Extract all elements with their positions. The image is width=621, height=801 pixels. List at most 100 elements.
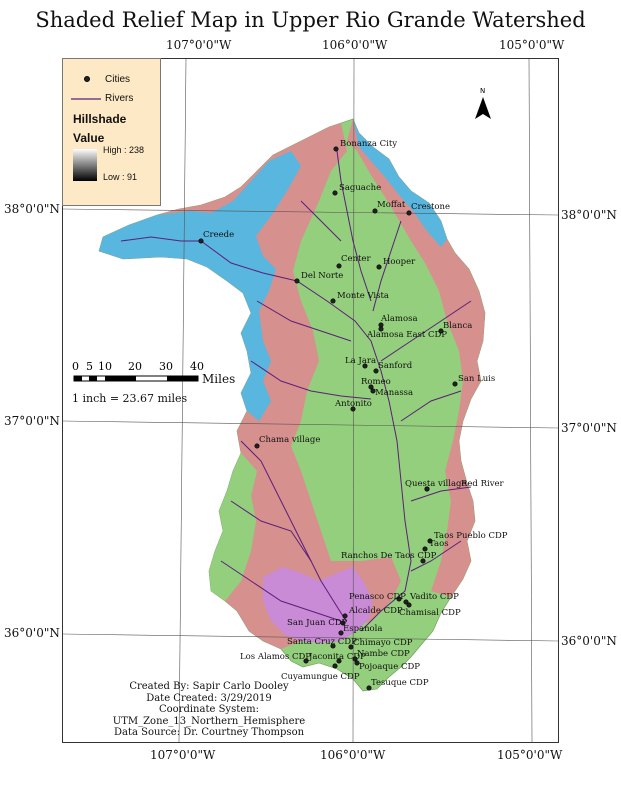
city-label-chimayo-cdp: Chimayo CDP bbox=[353, 638, 413, 648]
city-marker-nambe-cdp[interactable] bbox=[352, 656, 358, 662]
scale-ratio: 1 inch = 23.67 miles bbox=[72, 392, 188, 405]
city-marker-hooper[interactable] bbox=[376, 264, 382, 270]
cities-layer[interactable]: Bonanza City Saguache Moffat Crestone Creede… bbox=[198, 139, 508, 691]
city-marker-ranchos-de-taos-cdp[interactable] bbox=[420, 558, 426, 564]
city-label-crestone: Crestone bbox=[411, 202, 450, 212]
city-label-hooper: Hooper bbox=[383, 257, 416, 267]
city-label-alcalde-cdp: Alcalde CDP bbox=[348, 606, 403, 616]
credits-date: Date Created: 3/29/2019 bbox=[146, 692, 272, 704]
scale-tick-30: 30 bbox=[159, 360, 173, 373]
city-marker-monte-vista[interactable] bbox=[330, 298, 336, 304]
city-marker-taos-pueblo-cdp[interactable] bbox=[427, 538, 433, 544]
scale-tick-10: 10 bbox=[98, 360, 112, 373]
city-marker-alamosa-east-cdp[interactable] bbox=[378, 326, 384, 332]
city-label-creede: Creede bbox=[203, 230, 234, 240]
legend-high-label: High : 238 bbox=[103, 145, 145, 155]
city-label-red-river: Red River bbox=[461, 479, 505, 489]
city-label-romeo: Romeo bbox=[361, 377, 391, 387]
scale-tick-0: 0 bbox=[72, 360, 79, 373]
city-label-pojoaque-cdp: Pojoaque CDP bbox=[359, 662, 420, 672]
river-north-1 bbox=[336, 150, 372, 302]
parallel-38 bbox=[63, 208, 558, 216]
city-marker-los-alamos-cdp[interactable] bbox=[303, 658, 309, 664]
city-marker-creede[interactable] bbox=[198, 238, 204, 244]
river-west-3 bbox=[250, 360, 372, 400]
lon-label-bottom-105: 105°0'0"W bbox=[497, 748, 563, 762]
city-marker-cuyamungue-cdp[interactable] bbox=[332, 663, 338, 669]
sangre-de-cristo-mountains bbox=[347, 119, 485, 597]
lon-label-top-106: 106°0'0"W bbox=[322, 38, 388, 52]
lat-label-right-37: 37°0'0"N bbox=[561, 421, 617, 435]
credits-block: Created By: Sapir Carlo Dooley Date Crea… bbox=[64, 681, 354, 739]
southern-purple-zone bbox=[263, 567, 373, 643]
city-label-center: Center bbox=[341, 254, 371, 264]
north-arrow: N bbox=[475, 87, 491, 119]
legend-cities-label: Cities bbox=[105, 74, 131, 85]
parallel-37 bbox=[63, 420, 558, 429]
city-marker-jaconita-cdp[interactable] bbox=[336, 658, 342, 664]
city-marker-la-jara[interactable] bbox=[362, 363, 368, 369]
city-label-cuyamungue-cdp: Cuyamungue CDP bbox=[281, 672, 360, 682]
city-marker-red-river[interactable] bbox=[424, 486, 430, 492]
city-marker-romeo[interactable] bbox=[368, 384, 374, 390]
lat-label-right-38: 38°0'0"N bbox=[561, 208, 617, 222]
legend-river-symbol bbox=[71, 98, 101, 100]
parallel-36 bbox=[63, 633, 558, 642]
city-label-alamosa-east-cdp: Alamosa East CDP bbox=[366, 330, 447, 340]
city-marker-pojoaque-cdp[interactable] bbox=[354, 660, 360, 666]
lon-label-top-105: 105°0'0"W bbox=[499, 38, 565, 52]
city-label-nambe-cdp: Nambe CDP bbox=[357, 649, 410, 659]
city-marker-center[interactable] bbox=[336, 263, 342, 269]
city-marker-taos[interactable] bbox=[422, 546, 428, 552]
city-marker-tesuque-cdp[interactable] bbox=[366, 685, 372, 691]
city-marker-vadito-cdp[interactable] bbox=[403, 599, 409, 605]
scale-tick-5: 5 bbox=[86, 360, 93, 373]
city-label-sanford: Sanford bbox=[378, 361, 413, 371]
river-chama-trib bbox=[230, 500, 312, 562]
city-marker-crestone[interactable] bbox=[406, 210, 412, 216]
city-marker-blanca[interactable] bbox=[438, 328, 444, 334]
lat-label-left-36: 36°0'0"N bbox=[4, 626, 60, 640]
lon-label-top-107: 107°0'0"W bbox=[166, 38, 232, 52]
city-label-chama-village: Chama village bbox=[259, 435, 320, 445]
river-red bbox=[410, 486, 472, 502]
city-marker-antonito[interactable] bbox=[350, 406, 356, 412]
city-marker-moffat[interactable] bbox=[372, 208, 378, 214]
city-marker-penasco-cdp[interactable] bbox=[396, 596, 402, 602]
city-marker-espanola[interactable] bbox=[338, 630, 344, 636]
river-east-3 bbox=[410, 540, 462, 572]
city-label-san-juan-cdp: San Juan CDP bbox=[287, 618, 348, 628]
city-marker-santa-cruz-cdp[interactable] bbox=[330, 643, 336, 649]
map-canvas[interactable]: Bonanza City Saguache Moffat Crestone Creede… bbox=[63, 59, 558, 742]
city-marker-chamisal-cdp[interactable] bbox=[406, 602, 412, 608]
legend-city-symbol bbox=[84, 76, 90, 82]
city-label-moffat: Moffat bbox=[377, 200, 406, 210]
city-marker-chimayo-cdp[interactable] bbox=[348, 644, 354, 650]
city-label-taos-pueblo-cdp: Taos Pueblo CDP bbox=[434, 531, 508, 541]
city-marker-sanford[interactable] bbox=[373, 368, 379, 374]
graticule-lines bbox=[63, 59, 558, 742]
river-east-1 bbox=[380, 300, 472, 362]
city-label-santa-cruz-cdp: Santa Cruz CDP bbox=[287, 637, 357, 647]
city-marker-manassa[interactable] bbox=[370, 388, 376, 394]
city-marker-del-norte[interactable] bbox=[294, 278, 300, 284]
legend-gradient-swatch bbox=[73, 149, 97, 181]
city-marker-san-luis[interactable] bbox=[452, 381, 458, 387]
meridian-107 bbox=[178, 59, 187, 742]
city-label-taos: Taos bbox=[429, 539, 449, 549]
city-label-los-alamos-cdp: Los Alamos CDP bbox=[240, 652, 311, 662]
southwest-plateau bbox=[209, 453, 257, 601]
city-marker-san-juan-cdp[interactable] bbox=[340, 620, 346, 626]
north-arrow-label: N bbox=[480, 87, 485, 95]
lon-label-bottom-107: 107°0'0"W bbox=[150, 748, 216, 762]
city-marker-saguache[interactable] bbox=[332, 190, 338, 196]
map-frame[interactable]: Bonanza City Saguache Moffat Crestone Creede… bbox=[62, 58, 559, 743]
river-east-2 bbox=[400, 390, 462, 422]
legend-low-label: Low : 91 bbox=[103, 172, 138, 182]
city-marker-chama-village[interactable] bbox=[254, 443, 260, 449]
city-label-saguache: Saguache bbox=[339, 183, 381, 193]
city-marker-alcalde-cdp[interactable] bbox=[342, 613, 348, 619]
city-label-jaconita-cdp: Jaconita CDP bbox=[308, 652, 366, 662]
city-label-bonanza-city: Bonanza City bbox=[340, 139, 397, 149]
city-marker-bonanza-city[interactable] bbox=[333, 146, 339, 152]
